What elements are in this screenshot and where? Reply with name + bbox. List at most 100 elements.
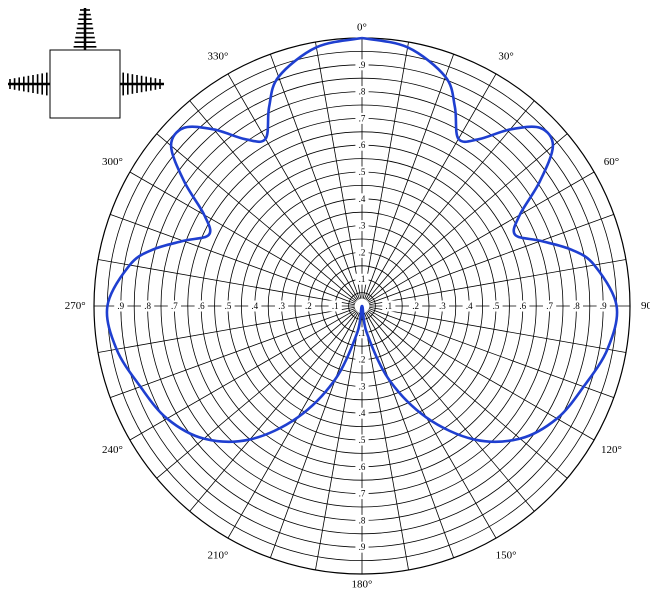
angle-label: 90° [641,300,650,312]
radial-tick-label-bg [167,300,181,312]
radial-tick-label: .6 [519,301,526,311]
radial-tick-label-bg [355,139,369,151]
radial-tick-label: .5 [359,167,366,177]
angle-label: 330° [207,50,228,62]
radial-tick-label-bg [382,300,396,312]
angle-label: 240° [102,444,123,456]
grid-spoke [189,311,358,512]
radial-tick-label-bg [355,246,369,258]
radial-tick-label: .5 [225,301,232,311]
radial-tick-label-bg [355,488,369,500]
radial-tick-label: .4 [359,408,366,418]
radial-tick-label: .5 [359,435,366,445]
angle-label: 300° [102,156,123,168]
radial-tick-label: .9 [600,301,607,311]
grid-spoke [315,313,362,570]
radial-tick-label: .9 [117,301,124,311]
radial-tick-label: .4 [466,301,473,311]
radial-tick-label: .8 [144,301,151,311]
radial-tick-label: .8 [359,515,366,525]
grid-spoke [156,310,357,479]
grid-spoke [129,171,356,303]
grid-spoke [367,133,568,302]
radial-tick-label-bg [355,86,369,98]
radial-tick-label: .3 [359,221,366,231]
radial-tick-labels: .1 .2 .3 .4 .5 .6 .7 .8 .9 .1 .2 .3 .4 .5 .6 .7 .8 .9 .1 .2… [114,59,610,553]
radial-tick-label-bg [355,434,369,446]
radial-tick-label: .7 [359,489,366,499]
radial-tick-label-bg [543,300,557,312]
angle-label: 30° [498,50,513,62]
radial-tick-label-bg [328,300,342,312]
angle-label: 60° [604,156,619,168]
grid-spoke [369,306,626,353]
radial-tick-label: .2 [412,301,419,311]
grid-spoke [110,213,356,304]
grid-spoke [368,213,614,304]
pattern-series [105,36,619,443]
angle-tick-labels: 0° 30° 60° 90° 120° 150° 180° 210° 240° 270° 300° 3… [65,21,650,590]
grid-spoke [362,42,409,299]
grid-spoke [98,259,355,306]
grid-spoke [189,100,358,301]
radial-tick-label-bg [248,300,262,312]
radial-tick-label-bg [355,407,369,419]
radial-tick-label-bg [355,514,369,526]
radial-tick-label-bg [489,300,503,312]
grid-spoke [368,308,614,399]
radial-tick-label: .1 [385,301,392,311]
grid-spoke [368,171,595,303]
radial-tick-label: .4 [359,194,366,204]
radial-tick-label-bg [355,112,369,124]
grid-spoke [269,54,360,300]
radial-tick-label: .1 [359,328,366,338]
radial-tick-label: .4 [251,301,258,311]
radial-tick-label-bg [275,300,289,312]
inset-box [49,49,121,119]
angle-label: 180° [352,579,373,591]
radial-tick-label-bg [569,300,583,312]
radial-tick-label-bg [516,300,530,312]
grid-spoke [315,42,362,299]
grid-spoke [364,54,455,300]
radial-tick-label-bg [141,300,155,312]
grid-spoke [129,309,356,441]
radial-tick-label-bg [435,300,449,312]
radial-tick-label: .6 [359,140,366,150]
angle-label: 150° [496,550,517,562]
grid-spoke [98,306,355,353]
radial-tick-label: .3 [439,301,446,311]
grid-spoke [362,313,409,570]
grid-spoke [365,73,497,300]
grid-spoke [366,311,535,512]
antenna-array-icon [8,8,164,119]
angle-label: 270° [65,300,86,312]
grid-spoke [368,309,595,441]
radial-tick-label: .3 [278,301,285,311]
radial-tick-label: .7 [359,113,366,123]
radial-tick-label: .7 [546,301,553,311]
radial-tick-label-bg [114,300,128,312]
angle-label: 0° [357,21,367,33]
radial-tick-label-bg [355,327,369,339]
radial-tick-label-bg [355,541,369,553]
grid-spoke [366,100,535,301]
radial-tick-label-bg [301,300,315,312]
grid-spoke [365,312,497,539]
radial-tick-label: .1 [359,274,366,284]
grid-spoke [227,73,359,300]
radial-tick-label: .2 [305,301,312,311]
radial-tick-label-bg [355,59,369,71]
radial-tick-label: .6 [359,462,366,472]
grid-spoke [269,312,360,558]
radial-tick-label-bg [462,300,476,312]
radial-tick-label-bg [221,300,235,312]
radial-tick-label: .8 [573,301,580,311]
radial-tick-label-bg [355,354,369,366]
radial-tick-label: .2 [359,247,366,257]
radial-tick-label-bg [355,166,369,178]
grid-spoke [369,259,626,306]
radial-tick-label: .9 [359,60,366,70]
grid-spoke [227,312,359,539]
